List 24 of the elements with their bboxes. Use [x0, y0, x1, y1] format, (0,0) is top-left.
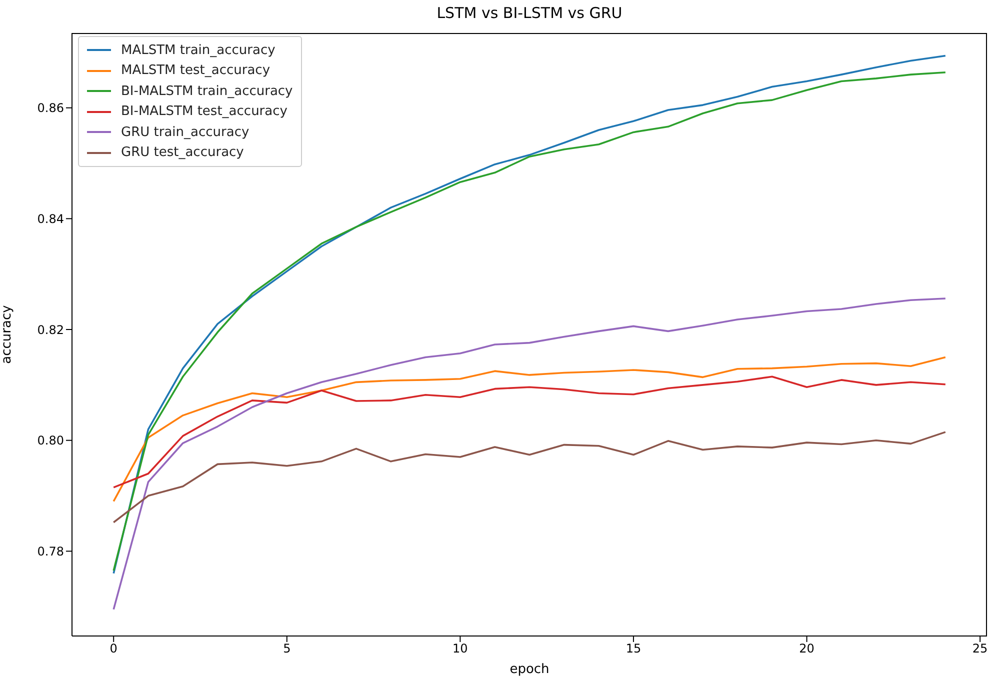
legend-label: BI-MALSTM test_accuracy	[121, 104, 288, 120]
line-series	[112, 431, 946, 524]
chart-title: LSTM vs BI-LSTM vs GRU	[436, 4, 624, 22]
x-tick-label: 20	[799, 642, 814, 656]
legend-label: GRU test_accuracy	[121, 145, 244, 160]
legend-label: GRU train_accuracy	[121, 124, 250, 140]
legend-label: MALSTM train_accuracy	[121, 42, 276, 58]
y-tick-label: 0.84	[37, 212, 64, 226]
legend-label: BI-MALSTM train_accuracy	[121, 84, 293, 99]
y-axis-title: accuracy	[0, 304, 15, 364]
y-tick-label: 0.78	[37, 544, 64, 558]
x-axis-title: epoch	[510, 662, 550, 677]
line-series	[112, 298, 946, 610]
x-tick-label: 10	[452, 642, 468, 656]
line-series	[112, 376, 946, 488]
x-tick-label: 25	[972, 642, 988, 656]
x-tick-label: 15	[626, 642, 642, 656]
y-tick-label: 0.86	[37, 101, 64, 116]
legend-label: MALSTM test_accuracy	[121, 63, 270, 78]
y-tick-label: 0.80	[37, 434, 64, 448]
x-tick-label: 5	[283, 642, 291, 656]
y-tick-label: 0.82	[37, 322, 64, 337]
line-series	[112, 356, 946, 502]
x-tick-label: 0	[110, 642, 118, 656]
